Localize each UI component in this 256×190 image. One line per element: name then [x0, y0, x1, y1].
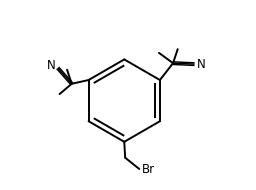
Text: N: N: [197, 58, 206, 71]
Text: Br: Br: [142, 163, 155, 176]
Text: N: N: [47, 59, 56, 72]
